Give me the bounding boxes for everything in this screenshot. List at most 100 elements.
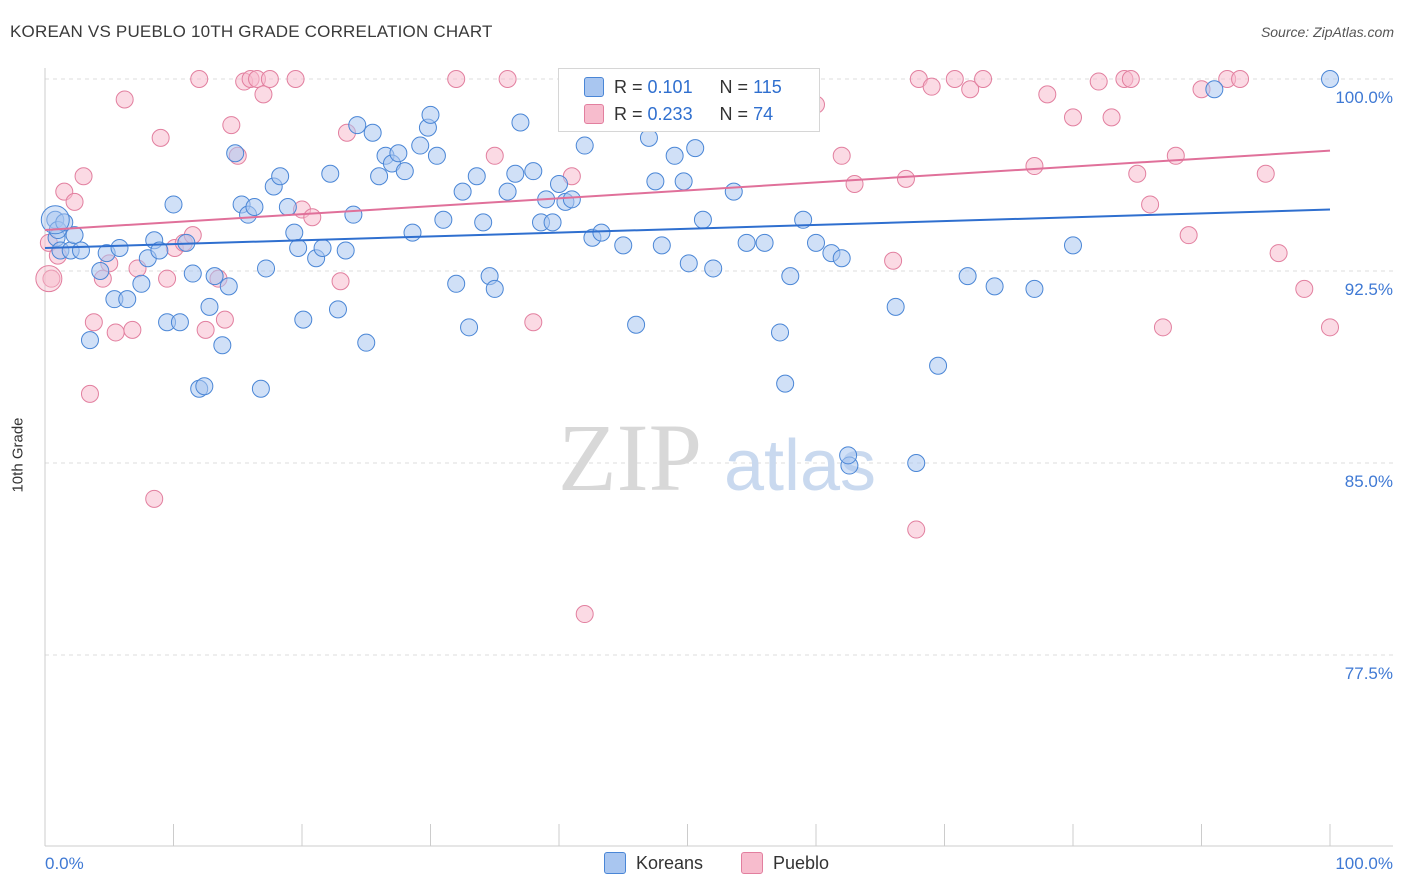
data-point — [1179, 226, 1198, 245]
x-tick-label-max: 100.0% — [1335, 854, 1393, 873]
data-point-cluster — [40, 205, 70, 235]
data-point — [771, 323, 790, 342]
data-point — [575, 136, 594, 155]
data-point — [1166, 146, 1185, 165]
data-point — [170, 313, 189, 332]
data-point — [724, 182, 743, 201]
data-point — [755, 233, 774, 252]
data-point — [395, 162, 414, 181]
y-tick-label: 85.0% — [1345, 472, 1393, 491]
data-point — [474, 213, 493, 232]
data-point — [524, 313, 543, 332]
data-point — [151, 128, 170, 147]
data-point — [80, 384, 99, 403]
data-point — [421, 105, 440, 124]
r-value: 0.101 — [647, 76, 693, 97]
data-point — [524, 162, 543, 181]
data-point-cluster — [35, 265, 63, 293]
data-point — [1269, 244, 1288, 263]
data-point — [65, 226, 84, 245]
data-point — [213, 336, 232, 355]
n-label: N = — [719, 76, 749, 97]
data-point — [832, 249, 851, 268]
n-value: 115 — [753, 76, 782, 97]
r-value: 0.233 — [647, 103, 693, 124]
data-point — [1025, 157, 1044, 176]
koreans-legend-label: Koreans — [636, 852, 704, 873]
data-point — [447, 70, 466, 88]
data-point — [289, 238, 308, 257]
source-label: Source: ZipAtlas.com — [1260, 24, 1394, 40]
data-point — [222, 116, 241, 135]
data-point — [158, 269, 177, 288]
data-point — [321, 164, 340, 183]
data-point — [575, 605, 594, 624]
data-point — [80, 331, 99, 350]
data-point — [226, 144, 245, 163]
n-label: N = — [719, 103, 749, 124]
data-point — [1205, 80, 1224, 99]
data-point — [646, 172, 665, 191]
data-point — [652, 236, 671, 255]
data-point — [1256, 164, 1275, 183]
data-point — [271, 167, 290, 186]
data-point — [254, 85, 273, 104]
data-point — [190, 70, 209, 88]
data-point — [665, 146, 684, 165]
data-point — [896, 169, 915, 188]
data-point — [132, 274, 151, 293]
data-point — [686, 139, 705, 158]
legend-item-pueblo[interactable]: Pueblo — [741, 852, 829, 874]
data-point — [679, 254, 698, 273]
data-point — [196, 320, 215, 339]
y-tick-label: 92.5% — [1345, 280, 1393, 299]
data-point — [907, 520, 926, 539]
data-point — [183, 264, 202, 283]
data-point — [260, 70, 279, 88]
data-point — [115, 90, 134, 109]
data-point — [357, 333, 376, 352]
data-point — [1231, 70, 1250, 88]
gridlines — [45, 78, 1393, 656]
y-tick-label: 100.0% — [1335, 88, 1393, 107]
data-point — [807, 233, 825, 252]
data-point — [1128, 164, 1147, 183]
data-point — [164, 195, 183, 214]
data-point — [485, 146, 504, 165]
data-point — [506, 164, 525, 183]
x-tick-label-min: 0.0% — [45, 854, 84, 873]
data-point — [278, 198, 297, 216]
data-point — [1141, 195, 1160, 214]
watermark: ZIP atlas — [558, 404, 876, 511]
data-point — [1025, 279, 1044, 298]
data-point — [1121, 70, 1140, 88]
data-point — [498, 70, 517, 88]
data-point — [929, 356, 948, 375]
data-point — [434, 210, 453, 229]
data-point — [123, 320, 142, 339]
data-point — [543, 213, 562, 232]
data-point — [961, 80, 980, 99]
data-point — [245, 198, 264, 216]
data-point — [286, 70, 305, 88]
data-point — [313, 238, 332, 257]
data-point — [257, 259, 276, 278]
data-point — [907, 454, 926, 472]
data-point — [498, 182, 517, 201]
data-point — [219, 277, 238, 296]
trend-lines — [44, 149, 1331, 249]
n-value: 74 — [753, 103, 774, 124]
data-point — [704, 259, 723, 278]
data-point — [285, 223, 304, 242]
data-point — [832, 146, 851, 165]
data-point — [411, 136, 430, 155]
data-point — [106, 323, 125, 342]
y-tick-label: 77.5% — [1345, 664, 1393, 683]
data-point — [110, 238, 129, 257]
watermark-zip: ZIP — [558, 404, 702, 511]
data-point — [1295, 279, 1314, 298]
data-point — [303, 208, 322, 227]
data-point — [84, 313, 103, 332]
legend-item-koreans[interactable]: Koreans — [604, 852, 703, 874]
